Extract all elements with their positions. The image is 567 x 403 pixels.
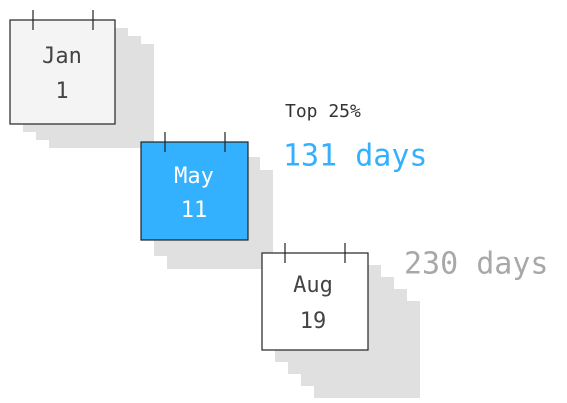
calendar-page	[140, 141, 249, 241]
month: May	[174, 164, 214, 189]
day: 11	[181, 198, 208, 223]
calendar-aug: Aug 19	[261, 243, 420, 398]
month: Aug	[293, 273, 333, 298]
day: 1	[55, 79, 68, 104]
calendar-jan: Jan 1	[9, 10, 154, 148]
top-days: 131 days	[283, 139, 428, 174]
day: 19	[300, 309, 327, 334]
calendar-may: May 11	[140, 132, 273, 269]
calendar-page	[261, 252, 369, 351]
calendar-page	[9, 19, 116, 125]
month: Jan	[42, 44, 82, 69]
total-days: 230 days	[404, 247, 549, 282]
top-label: Top 25%	[285, 101, 361, 122]
